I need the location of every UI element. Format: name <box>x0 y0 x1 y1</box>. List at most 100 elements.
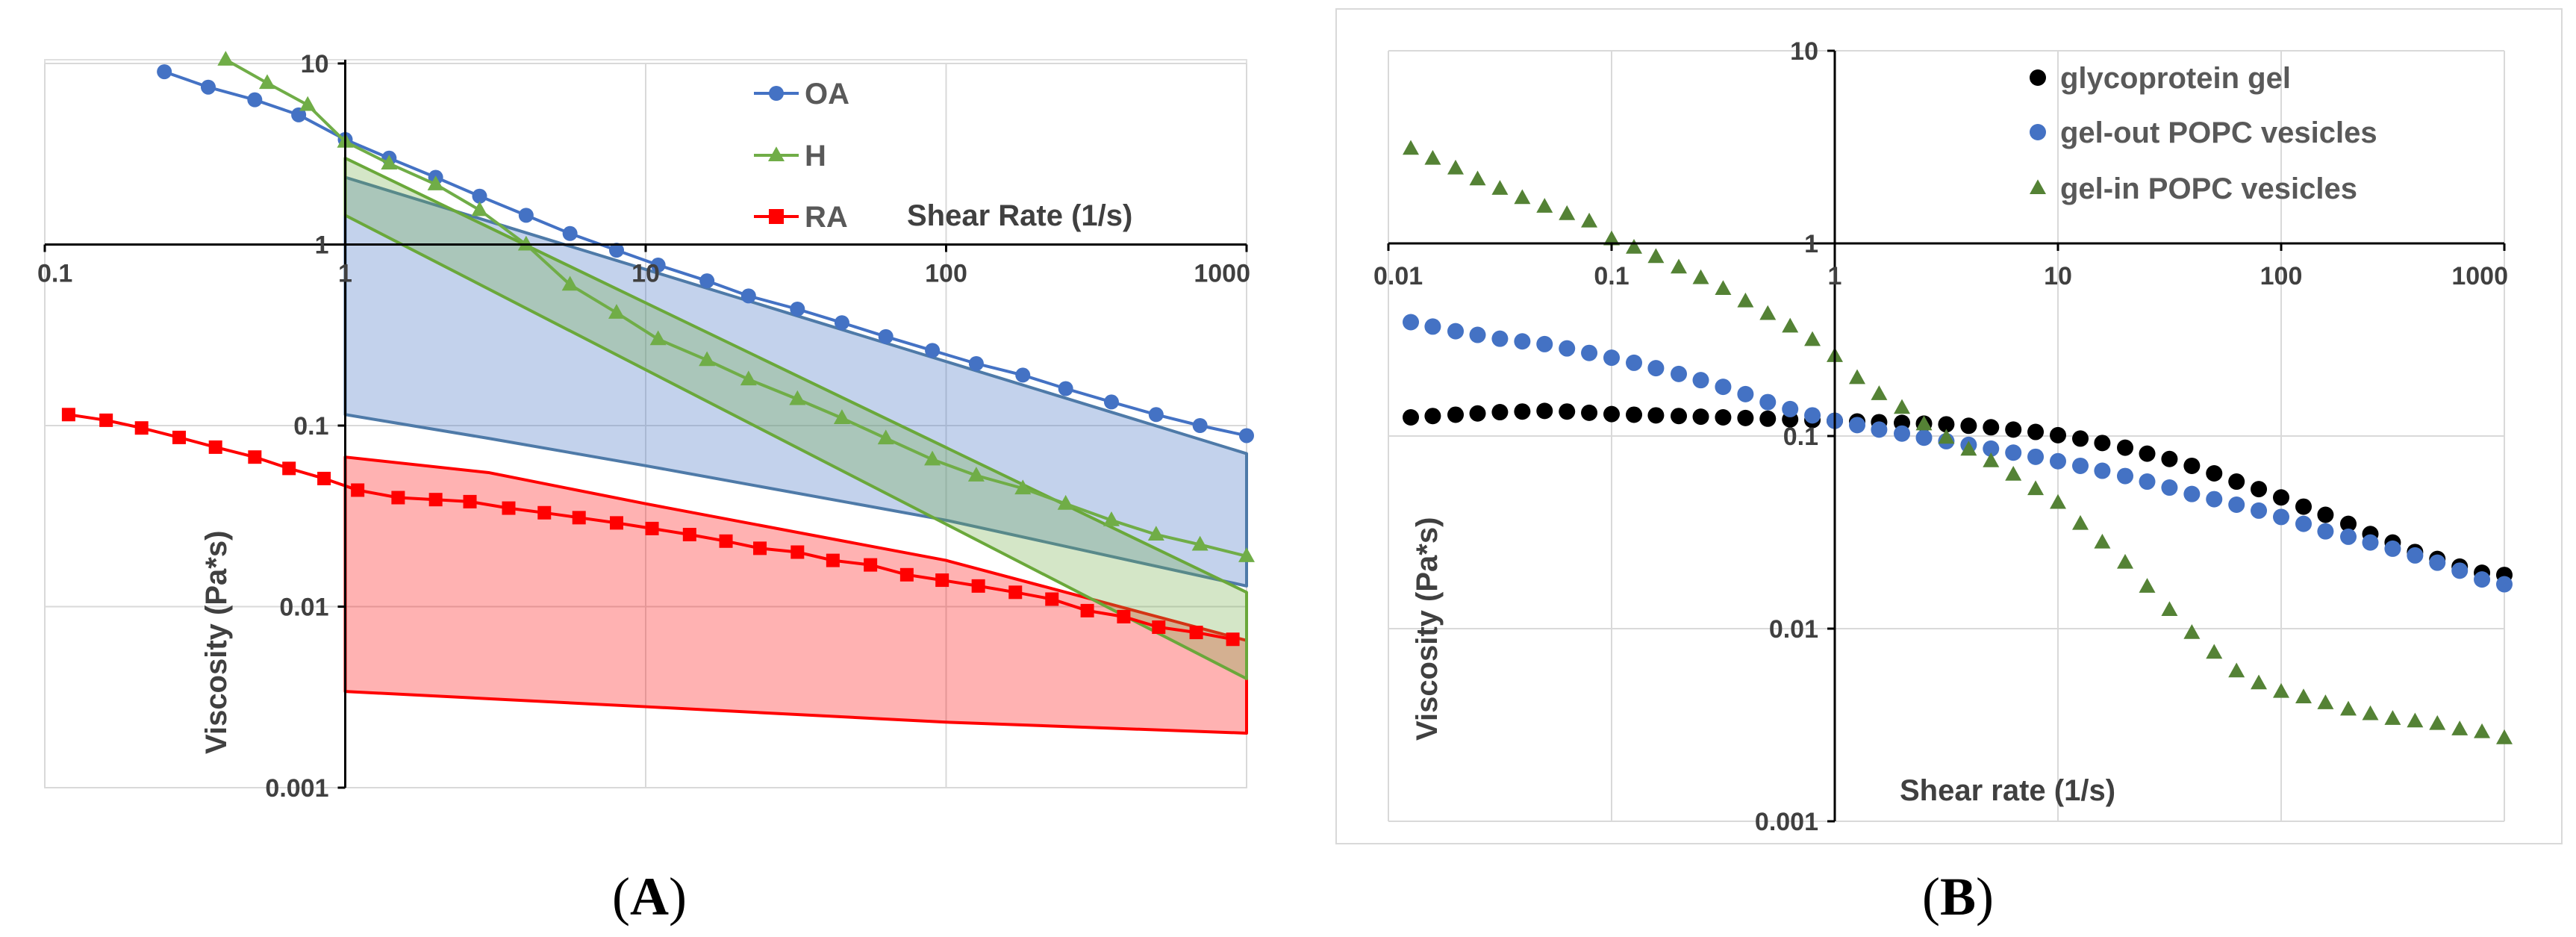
point-ra <box>502 501 516 515</box>
point-gel-in-popc-vesicles <box>2496 729 2513 744</box>
point-gel-in-popc-vesicles <box>1514 189 1531 205</box>
point-gel-in-popc-vesicles <box>2295 688 2313 703</box>
point-glycoprotein-gel <box>1647 407 1665 424</box>
y-tick-label-a: 0.1 <box>293 412 328 441</box>
tick-labels-b: 0.01 0.1 1 10 100 1000 0.001 0.01 0.1 1 10 <box>1373 37 2508 836</box>
legend-label-glycoprotein-gel: glycoprotein gel <box>2060 62 2291 95</box>
point-gel-out-popc-vesicles <box>2362 534 2379 551</box>
x-tick-label-b: 1 <box>1828 262 1842 290</box>
point-gel-in-popc-vesicles <box>1581 212 1598 228</box>
point-gel-in-popc-vesicles <box>2384 710 2401 725</box>
point-h <box>1057 494 1074 510</box>
y-tick-label-b: 0.01 <box>1769 615 1818 644</box>
point-oa <box>1015 367 1031 383</box>
x-tick-label-a: 1 <box>338 260 352 288</box>
y-tick-label-b: 1 <box>1804 230 1818 258</box>
point-gel-in-popc-vesicles <box>2451 720 2469 735</box>
point-h <box>924 450 941 466</box>
point-gel-out-popc-vesicles <box>2228 496 2245 513</box>
point-h <box>471 201 488 217</box>
point-h <box>258 74 275 90</box>
y-axis-title-a: Viscosity (Pa*s) <box>200 531 233 754</box>
point-glycoprotein-gel <box>1469 405 1486 422</box>
point-oa <box>247 92 263 108</box>
point-gel-in-popc-vesicles <box>1603 230 1620 246</box>
point-gel-out-popc-vesicles <box>2183 485 2201 502</box>
point-gel-out-popc-vesicles <box>2117 467 2134 485</box>
point-gel-in-popc-vesicles <box>1491 180 1509 195</box>
legend-marker-glycoprotein-gel <box>2030 69 2046 86</box>
point-gel-in-popc-vesicles <box>2183 623 2201 639</box>
point-gel-in-popc-vesicles <box>1894 399 1911 414</box>
point-gel-out-popc-vesicles <box>1915 429 1933 446</box>
point-ra <box>1152 620 1166 635</box>
point-gel-in-popc-vesicles <box>2005 465 2022 481</box>
point-ra <box>572 511 586 525</box>
point-gel-in-popc-vesicles <box>1915 415 1933 431</box>
point-oa <box>790 301 805 317</box>
point-h <box>517 235 534 251</box>
point-h <box>1238 547 1255 562</box>
point-gel-out-popc-vesicles <box>1983 440 2000 457</box>
point-glycoprotein-gel <box>2005 421 2022 438</box>
point-glycoprotein-gel <box>2295 498 2313 515</box>
point-glycoprotein-gel <box>1626 406 1643 423</box>
point-gel-in-popc-vesicles <box>1692 269 1709 284</box>
point-oa <box>200 79 216 95</box>
point-oa <box>157 64 172 80</box>
y-tick-label-b: 10 <box>1790 37 1818 66</box>
point-gel-in-popc-vesicles <box>1983 452 2000 467</box>
tick-labels-a: 0.1 1 10 100 1000 0.001 0.01 0.1 1 10 <box>37 50 1250 803</box>
point-gel-in-popc-vesicles <box>2117 553 2134 569</box>
point-gel-in-popc-vesicles <box>2161 601 2178 616</box>
point-glycoprotein-gel <box>1447 406 1465 423</box>
point-gel-in-popc-vesicles <box>2251 674 2268 690</box>
point-gel-in-popc-vesicles <box>2072 514 2089 530</box>
point-oa <box>834 315 849 331</box>
legend-label-ra: RA <box>805 201 848 234</box>
point-gel-in-popc-vesicles <box>1626 238 1643 254</box>
point-gel-out-popc-vesicles <box>1491 330 1509 347</box>
point-glycoprotein-gel <box>2228 473 2245 491</box>
point-ra <box>61 408 75 422</box>
point-gel-out-popc-vesicles <box>2340 528 2357 545</box>
point-glycoprotein-gel <box>2206 465 2223 482</box>
point-gel-in-popc-vesicles <box>1782 317 1799 333</box>
point-gel-out-popc-vesicles <box>2295 515 2313 532</box>
x-tick-label-b: 0.1 <box>1594 262 1629 290</box>
y-tick-label-a: 0.01 <box>279 594 328 622</box>
series-b <box>1403 140 2513 744</box>
point-oa <box>740 288 756 304</box>
point-glycoprotein-gel <box>1938 416 1955 433</box>
point-oa <box>1148 407 1164 423</box>
point-gel-in-popc-vesicles <box>1737 292 1754 308</box>
point-gel-in-popc-vesicles <box>1960 441 1977 456</box>
point-glycoprotein-gel <box>1424 408 1441 425</box>
point-glycoprotein-gel <box>2027 423 2045 441</box>
point-gel-in-popc-vesicles <box>1559 205 1576 220</box>
x-tick-label-a: 10 <box>631 260 660 288</box>
point-ra <box>790 545 805 559</box>
point-gel-out-popc-vesicles <box>2407 547 2424 564</box>
point-glycoprotein-gel <box>1491 404 1509 421</box>
point-gel-in-popc-vesicles <box>2340 700 2357 716</box>
point-gel-in-popc-vesicles <box>2206 644 2223 659</box>
point-gel-out-popc-vesicles <box>2005 444 2022 461</box>
y-axis-title-b: Viscosity (Pa*s) <box>1411 517 1444 741</box>
point-gel-in-popc-vesicles <box>1804 331 1821 346</box>
point-oa <box>699 273 715 289</box>
point-gel-out-popc-vesicles <box>1603 349 1620 367</box>
point-gel-in-popc-vesicles <box>2139 578 2156 593</box>
point-glycoprotein-gel <box>2251 481 2268 498</box>
axes-a <box>43 60 1248 789</box>
point-h <box>649 330 667 346</box>
point-ra <box>172 430 186 444</box>
point-ra <box>1045 592 1059 606</box>
point-oa <box>1058 381 1073 396</box>
point-gel-out-popc-vesicles <box>1559 340 1576 357</box>
point-glycoprotein-gel <box>2273 489 2289 506</box>
point-glycoprotein-gel <box>1692 408 1709 426</box>
chart-panel-a: 0.1 1 10 100 1000 0.001 0.01 0.1 1 10 Shear Rate … <box>37 50 1255 803</box>
point-gel-out-popc-vesicles <box>2161 479 2178 496</box>
point-gel-out-popc-vesicles <box>1647 360 1665 377</box>
